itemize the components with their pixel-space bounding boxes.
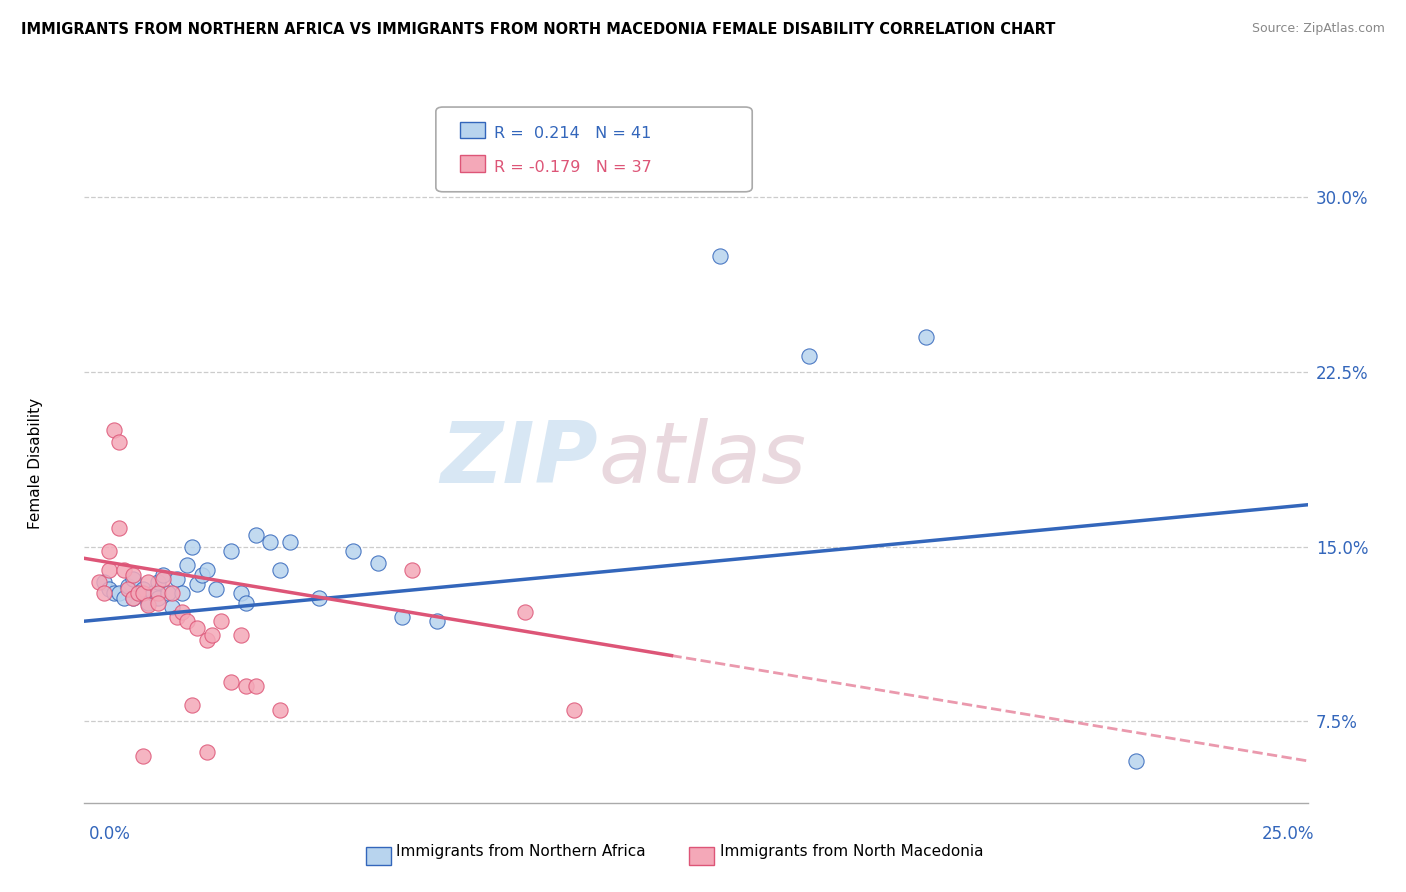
Point [97,563,120,577]
Point [152,572,174,586]
Point [200,628,222,642]
Point [195,745,218,759]
Point [132,749,155,764]
Point [259,535,281,549]
Point [162,586,184,600]
Point [97,582,120,596]
Point [122,567,145,582]
Text: Immigrants from Northern Africa: Immigrants from Northern Africa [396,845,647,859]
Point [142,586,165,600]
Point [229,628,252,642]
Text: R = -0.179   N = 37: R = -0.179 N = 37 [494,160,651,175]
Point [342,544,364,558]
Text: ZIP: ZIP [440,417,598,501]
Point [205,582,228,596]
Point [562,703,585,717]
Point [136,596,159,610]
Point [513,605,536,619]
Point [191,567,214,582]
Point [209,614,232,628]
Point [245,528,267,542]
Text: R =  0.214   N = 41: R = 0.214 N = 41 [494,126,651,141]
Point [162,600,184,615]
Point [146,586,169,600]
Point [172,605,194,619]
Point [181,540,204,554]
Point [103,586,125,600]
Point [122,591,145,605]
Point [146,591,169,605]
Text: 25.0%: 25.0% [1263,825,1315,843]
Point [426,614,449,628]
Point [401,563,423,577]
Point [269,563,291,577]
Point [229,586,252,600]
Point [219,544,242,558]
Point [235,596,257,610]
Point [132,586,155,600]
Point [391,609,413,624]
Point [176,558,198,573]
Point [269,703,291,717]
Point [709,249,731,263]
Text: atlas: atlas [598,417,806,501]
Text: Source: ZipAtlas.com: Source: ZipAtlas.com [1251,22,1385,36]
Point [132,582,155,596]
Point [235,679,257,693]
Point [367,556,389,570]
Point [146,596,169,610]
Point [245,679,267,693]
Point [308,591,330,605]
Point [186,577,208,591]
Point [156,586,179,600]
Point [195,563,218,577]
Point [186,621,208,635]
Point [136,574,159,589]
Text: Female Disability: Female Disability [28,398,42,530]
Point [176,614,198,628]
Point [117,579,139,593]
Point [166,609,188,624]
Point [107,434,129,449]
Point [181,698,204,712]
Text: IMMIGRANTS FROM NORTHERN AFRICA VS IMMIGRANTS FROM NORTH MACEDONIA FEMALE DISABI: IMMIGRANTS FROM NORTHERN AFRICA VS IMMIG… [21,22,1056,37]
Point [112,591,135,605]
Point [93,574,115,589]
Point [87,574,110,589]
Point [93,586,115,600]
Point [122,591,145,605]
Point [122,572,145,586]
Point [127,586,149,600]
Point [797,349,820,363]
Point [195,632,218,647]
Point [172,586,194,600]
Point [97,544,120,558]
Point [107,521,129,535]
Point [152,567,174,582]
Point [146,574,169,589]
Text: 0.0%: 0.0% [89,825,131,843]
Point [219,674,242,689]
Point [112,563,135,577]
Point [136,598,159,612]
Point [107,586,129,600]
Text: Immigrants from North Macedonia: Immigrants from North Macedonia [720,845,983,859]
Point [1125,754,1147,768]
Point [127,586,149,600]
Point [915,330,938,344]
Point [278,535,301,549]
Point [103,423,125,437]
Point [117,582,139,596]
Point [166,572,188,586]
